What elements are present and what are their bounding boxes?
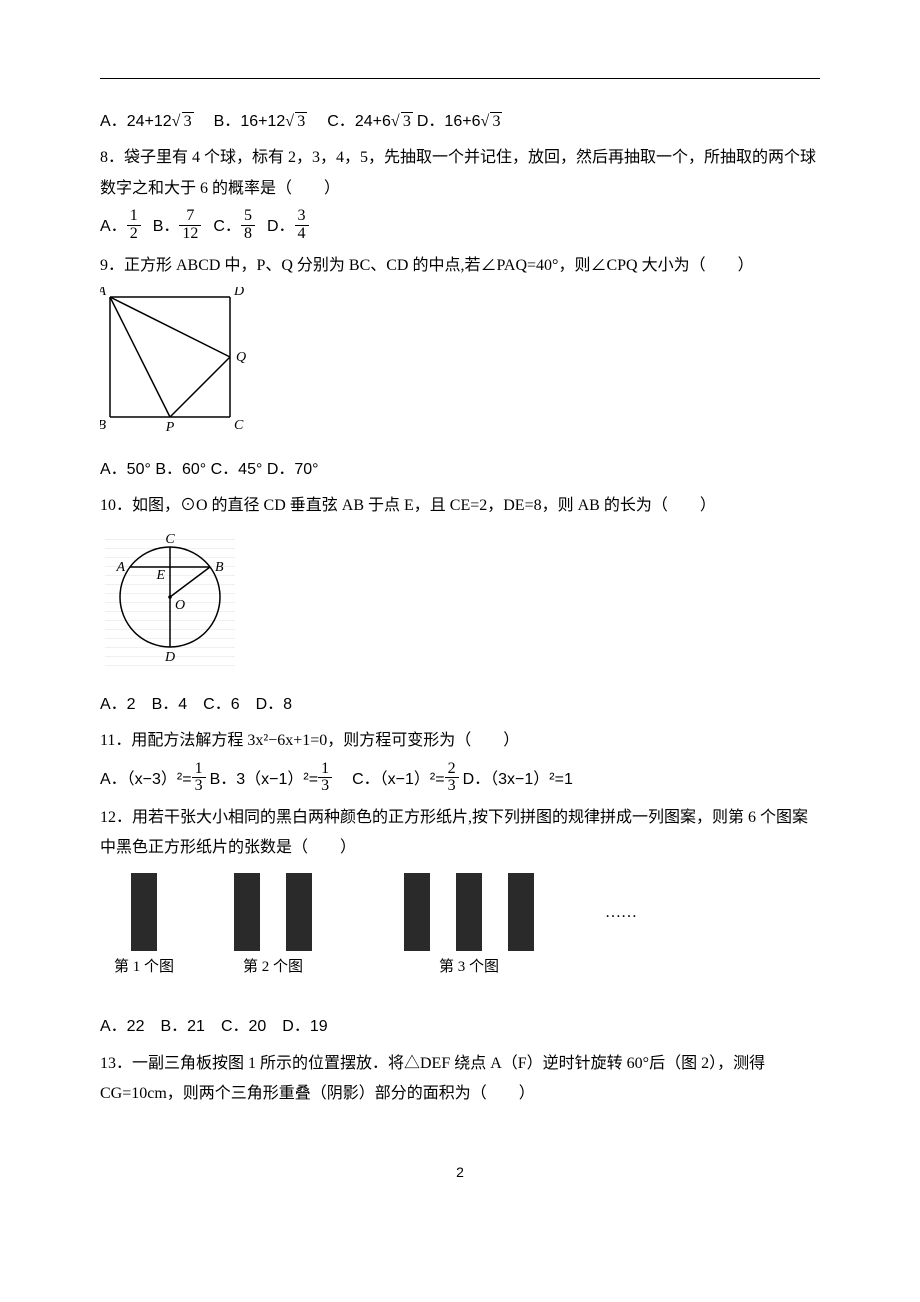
svg-text:第 1 个图: 第 1 个图 — [114, 957, 174, 975]
q7-B-val: 16+12 — [240, 113, 285, 130]
q13-text: 13．一副三角板按图 1 所示的位置摆放．将△DEF 绕点 A（F）逆时针旋转 … — [100, 1049, 820, 1110]
svg-text:Q: Q — [236, 350, 246, 365]
q12-diagram: 第 1 个图 第 2 个图 第 3 个图 …… — [100, 870, 800, 995]
q7-C-val: 24+6 — [355, 113, 391, 130]
q8-D-num: 3 — [295, 208, 309, 226]
svg-text:D: D — [164, 650, 175, 665]
q10-options: A．2 B．4 C．6 D．8 — [100, 690, 820, 720]
q10-diagram: C D A B EO — [100, 527, 245, 672]
svg-text:C: C — [165, 532, 175, 547]
svg-text:E: E — [155, 568, 165, 583]
q9-text: 9．正方形 ABCD 中，P、Q 分别为 BC、CD 的中点,若∠PAQ=40°… — [100, 251, 820, 281]
q7-A-val: 24+12 — [127, 113, 172, 130]
q10-text: 10．如图，⊙O 的直径 CD 垂直弦 AB 于点 E，且 CE=2，DE=8，… — [100, 491, 820, 521]
q7-C-rad: 3 — [401, 112, 413, 130]
svg-text:D: D — [233, 287, 244, 299]
q11-options: A．（x−3）²=13 B．3（x−1）²=13 C．（x−1）²=23 D．（… — [100, 763, 820, 798]
q7-D-rad: 3 — [490, 112, 502, 130]
q8-D-den: 4 — [295, 226, 309, 243]
svg-text:第 2 个图: 第 2 个图 — [243, 957, 303, 975]
q8-A-num: 1 — [127, 208, 141, 226]
svg-text:A: A — [115, 560, 125, 575]
svg-text:……: …… — [605, 904, 637, 921]
q11-C-den: 3 — [445, 778, 459, 795]
svg-text:O: O — [175, 598, 185, 613]
q10-figure: C D A B EO — [100, 527, 820, 683]
q7-A-rad: 3 — [182, 112, 194, 130]
q8-options: A．12 B．712 C．58 D．34 — [100, 210, 820, 245]
page-content: A．24+123 B．16+123 C．24+63 D．16+63 8．袋子里有… — [0, 0, 920, 1246]
header-rule — [100, 78, 820, 79]
svg-text:B: B — [215, 560, 224, 575]
q11-B-den: 3 — [318, 778, 332, 795]
page-number: 2 — [100, 1159, 820, 1186]
svg-text:第 3 个图: 第 3 个图 — [439, 957, 499, 975]
q8-A-den: 2 — [127, 226, 141, 243]
q12-figure: 第 1 个图 第 2 个图 第 3 个图 …… — [100, 870, 820, 1006]
q11-B-num: 1 — [318, 761, 332, 779]
q9-options: A．50° B．60° C．45° D．70° — [100, 455, 820, 485]
q8-B-den: 12 — [179, 226, 201, 243]
q8-B-num: 7 — [179, 208, 201, 226]
q7-options: A．24+123 B．16+123 C．24+63 D．16+63 — [100, 107, 820, 137]
q11-B-pre: B．3（x−1）²= — [210, 770, 319, 787]
svg-text:A: A — [100, 287, 106, 299]
q11-C-num: 2 — [445, 761, 459, 779]
q9-figure: A D B C P Q — [100, 287, 820, 448]
q11-text: 11．用配方法解方程 3x²−6x+1=0，则方程可变形为（ ） — [100, 726, 820, 756]
q11-A-pre: A．（x−3）²= — [100, 770, 192, 787]
q12-text: 12．用若干张大小相同的黑白两种颜色的正方形纸片,按下列拼图的规律拼成一列图案，… — [100, 803, 820, 864]
q11-A-num: 1 — [192, 761, 206, 779]
svg-text:P: P — [165, 420, 175, 435]
svg-text:B: B — [100, 418, 106, 433]
q8-C-num: 5 — [241, 208, 255, 226]
q12-options: A．22 B．21 C．20 D．19 — [100, 1012, 820, 1042]
q7-B-rad: 3 — [295, 112, 307, 130]
q11-D-text: D．（3x−1）²=1 — [463, 770, 573, 787]
q8-C-den: 8 — [241, 226, 255, 243]
q8-text: 8．袋子里有 4 个球，标有 2，3，4，5，先抽取一个并记住，放回，然后再抽取… — [100, 143, 820, 204]
q11-C-pre: C．（x−1）²= — [336, 770, 444, 787]
q9-diagram: A D B C P Q — [100, 287, 250, 437]
q11-A-den: 3 — [192, 778, 206, 795]
q7-D-val: 16+6 — [444, 113, 480, 130]
svg-text:C: C — [234, 418, 244, 433]
